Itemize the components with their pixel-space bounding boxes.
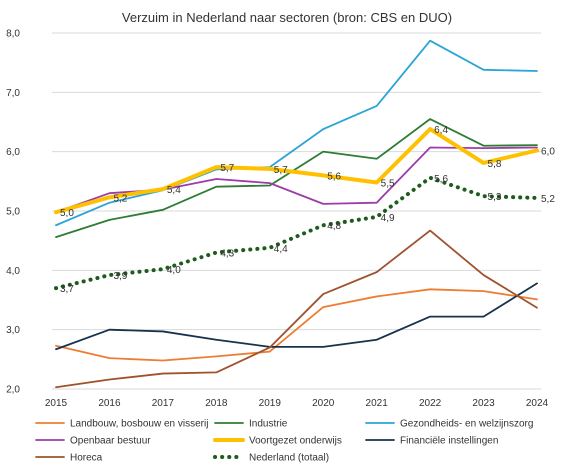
legend-label: Gezondheids- en welzijnszorg: [400, 419, 533, 430]
x-tick-label: 2017: [152, 398, 175, 409]
x-tick-label: 2022: [419, 398, 442, 409]
legend-label: Horeca: [70, 453, 103, 464]
x-tick-label: 2021: [366, 398, 389, 409]
data-label: 5,6: [327, 171, 341, 182]
data-label: 6,0: [541, 146, 555, 157]
x-tick-label: 2024: [526, 398, 549, 409]
legend: Landbouw, bosbouw en visserij Industrie Ge…: [35, 419, 533, 464]
legend-label: Openbaar bestuur: [70, 436, 151, 447]
x-tick-label: 2015: [45, 398, 68, 409]
x-tick-label: 2023: [472, 398, 495, 409]
series-line-6: [55, 282, 538, 351]
series-line-5: [54, 127, 539, 215]
legend-label: Voortgezet onderwijs: [249, 436, 342, 447]
data-label: 5,5: [381, 179, 395, 190]
data-label: 4,4: [274, 244, 288, 255]
data-label: 4,3: [220, 249, 234, 260]
y-tick-label: 3,0: [6, 325, 20, 336]
y-tick-label: 6,0: [6, 147, 20, 158]
data-label: 5,2: [113, 193, 127, 204]
legend-label: Landbouw, bosbouw en visserij: [70, 419, 208, 430]
x-tick-label: 2019: [259, 398, 282, 409]
x-tick-label: 2018: [205, 398, 228, 409]
series-line-7: [55, 229, 538, 389]
data-label: 5,7: [274, 165, 288, 176]
series-line-2: [55, 118, 538, 239]
legend-label: Industrie: [249, 419, 288, 430]
series-line-3: [55, 39, 538, 227]
x-tick-label: 2016: [98, 398, 121, 409]
x-tick-label: 2020: [312, 398, 335, 409]
series-line-8: [54, 175, 539, 291]
data-label: 3,7: [60, 284, 74, 295]
chart-title: Verzuim in Nederland naar sectoren (bron…: [122, 10, 452, 25]
y-tick-label: 7,0: [6, 88, 20, 99]
data-label: 5,3: [488, 192, 502, 203]
data-label: 3,9: [113, 271, 127, 282]
data-label: 4,8: [327, 221, 341, 232]
data-label: 4,0: [167, 265, 181, 276]
legend-label: Nederland (totaal): [249, 453, 329, 464]
y-tick-label: 8,0: [6, 29, 20, 40]
data-labels: 5,0 5,2 5,4 5,7 5,7 5,6 5,5 6,4 5,8 6,0 3,7 3,9 4,0 4…: [60, 125, 555, 295]
data-label: 5,8: [488, 159, 502, 170]
series-lines: [54, 39, 539, 389]
gridlines: [52, 32, 541, 390]
axis-tick-labels: 2,0 3,0 4,0 5,0 6,0 7,0 8,0 2015 2016 2017 2018 201…: [6, 29, 548, 410]
data-label: 5,2: [541, 194, 555, 205]
series-line-1: [55, 288, 538, 362]
data-label: 5,0: [60, 208, 74, 219]
data-label: 5,4: [167, 185, 181, 196]
series-line-4: [55, 146, 538, 214]
data-label: 4,9: [381, 213, 395, 224]
y-tick-label: 4,0: [6, 266, 20, 277]
y-tick-label: 5,0: [6, 207, 20, 218]
data-label: 5,7: [220, 163, 234, 174]
y-tick-label: 2,0: [6, 385, 20, 396]
data-label: 5,6: [434, 174, 448, 185]
data-label: 6,4: [434, 125, 448, 136]
legend-label: Financiële instellingen: [400, 436, 498, 447]
